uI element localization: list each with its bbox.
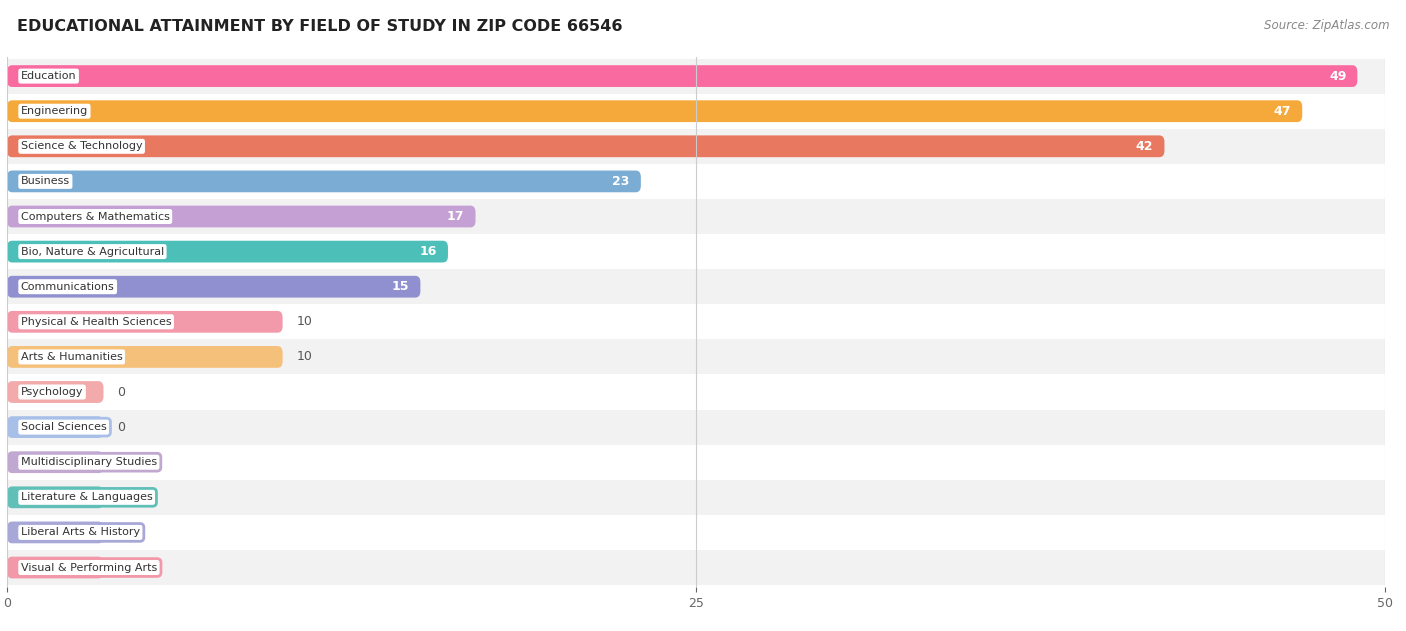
FancyBboxPatch shape (7, 65, 1357, 87)
FancyBboxPatch shape (7, 136, 1164, 157)
Bar (7, 129, 1385, 164)
Text: Business: Business (21, 177, 70, 186)
FancyBboxPatch shape (7, 346, 283, 368)
Text: 16: 16 (419, 245, 437, 258)
Text: Physical & Health Sciences: Physical & Health Sciences (21, 317, 172, 327)
FancyBboxPatch shape (7, 240, 449, 262)
Bar (7, 374, 1385, 410)
Bar (7, 199, 1385, 234)
Text: Literature & Languages: Literature & Languages (21, 492, 153, 502)
FancyBboxPatch shape (7, 451, 104, 473)
Text: Science & Technology: Science & Technology (21, 141, 142, 151)
Text: 17: 17 (447, 210, 464, 223)
FancyBboxPatch shape (7, 522, 104, 543)
FancyBboxPatch shape (7, 557, 104, 579)
FancyBboxPatch shape (7, 381, 104, 403)
Text: Social Sciences: Social Sciences (21, 422, 107, 432)
Text: Communications: Communications (21, 281, 114, 292)
Text: Multidisciplinary Studies: Multidisciplinary Studies (21, 457, 157, 467)
Text: Bio, Nature & Agricultural: Bio, Nature & Agricultural (21, 247, 165, 257)
Text: 0: 0 (117, 456, 125, 469)
Text: Liberal Arts & History: Liberal Arts & History (21, 528, 141, 538)
Text: 0: 0 (117, 421, 125, 433)
Bar (7, 269, 1385, 304)
FancyBboxPatch shape (7, 276, 420, 298)
Text: Engineering: Engineering (21, 106, 89, 116)
Bar (7, 445, 1385, 480)
Bar (7, 550, 1385, 585)
Text: 10: 10 (297, 316, 312, 328)
Text: Education: Education (21, 71, 76, 81)
FancyBboxPatch shape (7, 100, 1302, 122)
Bar (7, 515, 1385, 550)
Text: Visual & Performing Arts: Visual & Performing Arts (21, 562, 157, 572)
Text: 49: 49 (1329, 69, 1347, 83)
FancyBboxPatch shape (7, 170, 641, 192)
Bar (7, 93, 1385, 129)
Text: 0: 0 (117, 561, 125, 574)
Bar (7, 304, 1385, 339)
Text: 10: 10 (297, 350, 312, 363)
Text: 0: 0 (117, 386, 125, 399)
Text: 47: 47 (1274, 105, 1291, 118)
Text: Arts & Humanities: Arts & Humanities (21, 352, 122, 362)
Text: 23: 23 (613, 175, 630, 188)
Text: Psychology: Psychology (21, 387, 83, 397)
Bar (7, 234, 1385, 269)
Text: 15: 15 (392, 280, 409, 293)
Bar (7, 164, 1385, 199)
Bar (7, 480, 1385, 515)
FancyBboxPatch shape (7, 311, 283, 333)
Text: EDUCATIONAL ATTAINMENT BY FIELD OF STUDY IN ZIP CODE 66546: EDUCATIONAL ATTAINMENT BY FIELD OF STUDY… (17, 19, 623, 34)
Bar (7, 410, 1385, 445)
Text: 0: 0 (117, 526, 125, 539)
Text: 0: 0 (117, 491, 125, 504)
Bar (7, 339, 1385, 374)
FancyBboxPatch shape (7, 416, 104, 438)
Bar (7, 59, 1385, 93)
FancyBboxPatch shape (7, 206, 475, 227)
Text: 42: 42 (1136, 140, 1153, 153)
Text: Computers & Mathematics: Computers & Mathematics (21, 211, 170, 221)
Text: Source: ZipAtlas.com: Source: ZipAtlas.com (1264, 19, 1389, 32)
FancyBboxPatch shape (7, 487, 104, 508)
